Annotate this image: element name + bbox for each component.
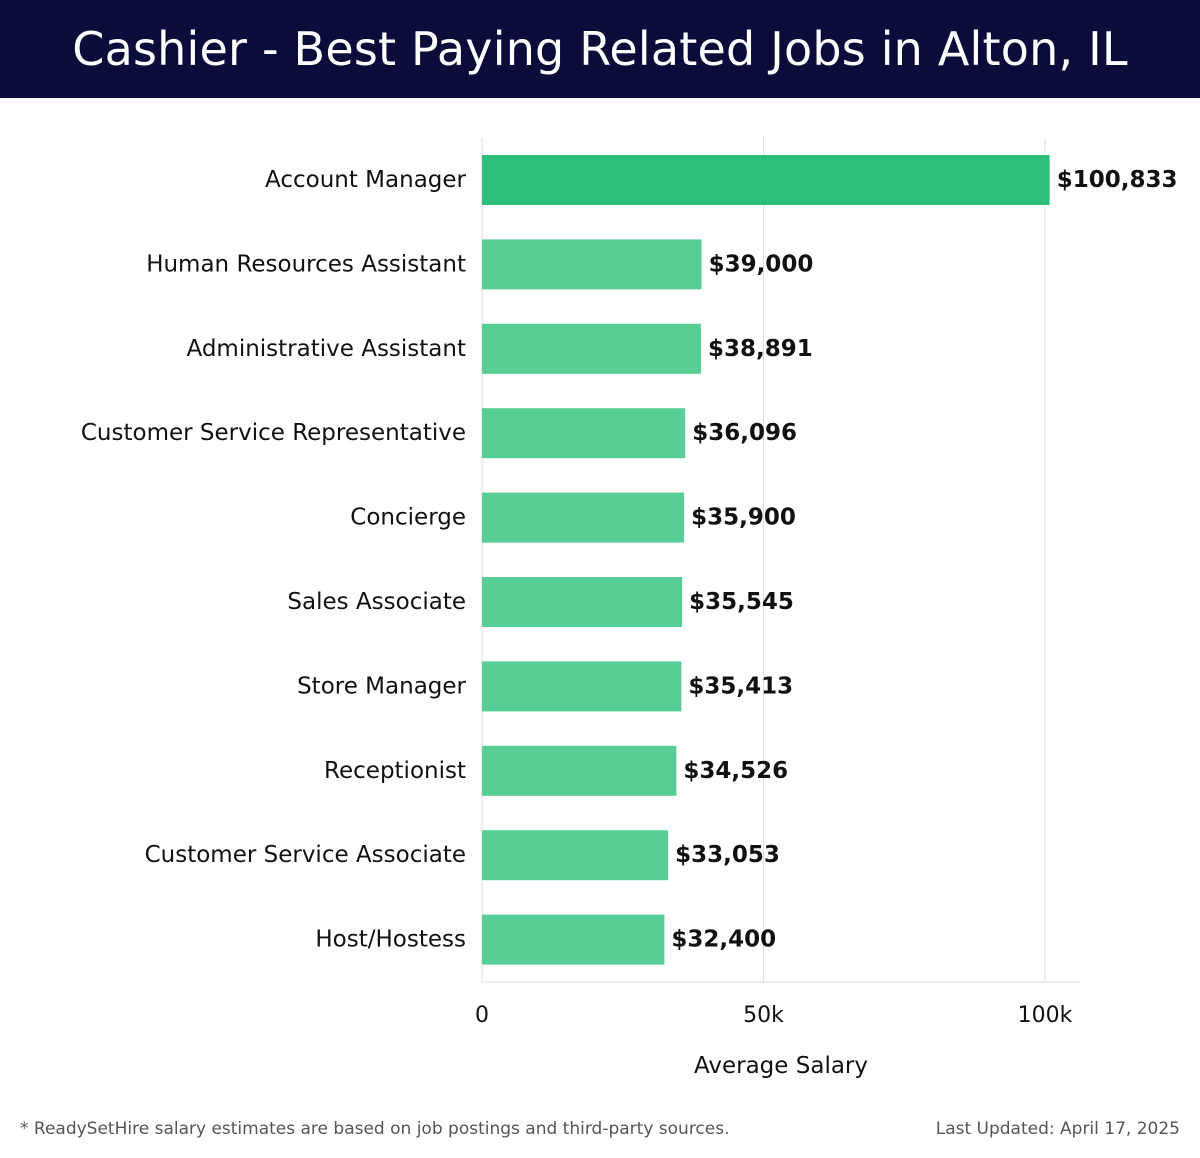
bar-9 [482,914,665,965]
category-label-9: Host/Hostess [315,927,466,953]
bar-2 [482,323,701,374]
value-label-0: $100,833 [1057,167,1178,193]
category-label-2: Administrative Assistant [186,336,466,362]
last-updated: Last Updated: April 17, 2025 [935,1119,1180,1139]
value-label-4: $35,900 [691,505,796,531]
bar-4 [482,492,685,543]
category-label-0: Account Manager [265,167,467,193]
x-tick-label-1: 50k [743,1003,784,1028]
x-axis-title: Average Salary [694,1053,868,1079]
bar-6 [482,661,682,712]
category-label-1: Human Resources Assistant [146,251,466,277]
category-label-5: Sales Associate [287,589,466,615]
bar-0 [482,155,1050,205]
value-label-5: $35,545 [689,589,794,615]
category-label-3: Customer Service Representative [81,420,466,446]
chart-title: Cashier - Best Paying Related Jobs in Al… [72,22,1128,76]
category-label-4: Concierge [350,505,466,531]
value-label-1: $39,000 [709,251,814,277]
value-label-8: $33,053 [675,842,780,868]
x-tick-label-0: 0 [475,1003,489,1028]
x-tick-label-2: 100k [1018,1003,1073,1028]
bar-8 [482,830,669,881]
category-label-8: Customer Service Associate [145,842,466,868]
value-label-9: $32,400 [671,927,776,953]
category-label-6: Store Manager [297,673,466,699]
value-label-2: $38,891 [708,336,813,362]
bar-3 [482,408,686,459]
value-label-6: $35,413 [688,673,793,699]
category-label-7: Receptionist [324,758,466,784]
bar-7 [482,745,677,796]
salary-bar-chart: Account Manager $100,833 Human Resources A… [81,138,1178,1079]
chart-header: Cashier - Best Paying Related Jobs in Al… [0,0,1200,98]
value-label-7: $34,526 [683,758,788,784]
bar-5 [482,577,683,627]
footnote: * ReadySetHire salary estimates are base… [20,1119,730,1139]
value-label-3: $36,096 [692,420,797,446]
bar-1 [482,239,702,290]
